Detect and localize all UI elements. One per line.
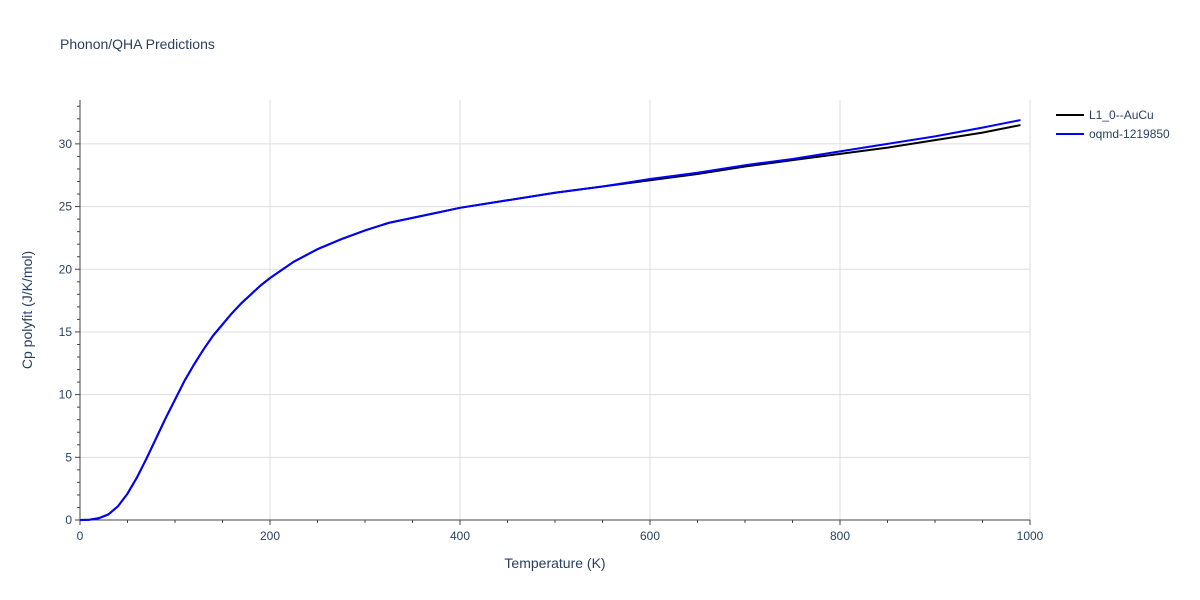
y-tick-label: 5 <box>65 450 72 464</box>
series-line-0 <box>79 124 1021 521</box>
legend-label: L1_0--AuCu <box>1089 108 1154 122</box>
legend-item-0[interactable]: L1_0--AuCu <box>1056 108 1154 122</box>
legend[interactable]: L1_0--AuCu oqmd-1219850 <box>1056 108 1170 141</box>
x-tick-label: 800 <box>830 529 850 543</box>
legend-label: oqmd-1219850 <box>1089 127 1170 141</box>
x-tick-label: 1000 <box>1017 529 1044 543</box>
x-tick-label: 200 <box>260 529 280 543</box>
x-tick-label: 600 <box>640 529 660 543</box>
tick-labels: 0 200 400 600 800 1000 0 5 10 15 20 25 30 <box>59 137 1044 543</box>
grid-lines <box>80 100 1031 520</box>
y-tick-label: 0 <box>65 513 72 527</box>
axes <box>75 100 1031 525</box>
y-tick-label: 20 <box>59 262 73 276</box>
x-tick-label: 0 <box>77 529 84 543</box>
y-tick-label: 30 <box>59 137 73 151</box>
chart-title: Phonon/QHA Predictions <box>60 36 215 52</box>
legend-item-1[interactable]: oqmd-1219850 <box>1056 127 1170 141</box>
y-tick-label: 10 <box>59 388 73 402</box>
y-tick-label: 25 <box>59 200 73 214</box>
x-axis-title: Temperature (K) <box>504 555 605 571</box>
series-line-1 <box>79 119 1021 521</box>
plot-area <box>79 119 1021 521</box>
y-tick-label: 15 <box>59 325 73 339</box>
y-axis-title: Cp polyfit (J/K/mol) <box>19 251 35 369</box>
x-tick-label: 400 <box>450 529 470 543</box>
